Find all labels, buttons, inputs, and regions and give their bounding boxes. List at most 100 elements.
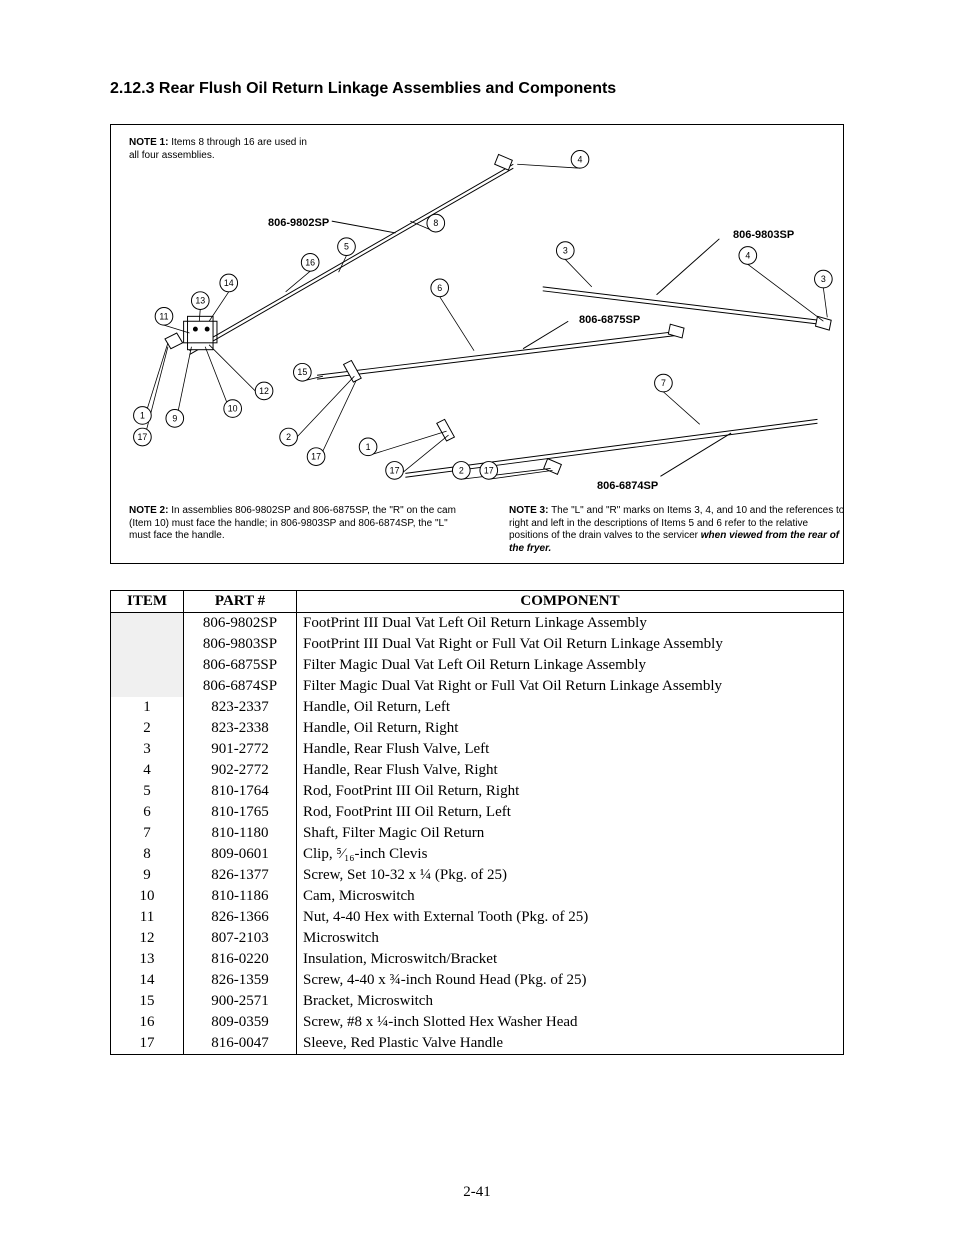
callout-number: 2: [459, 465, 464, 475]
table-row: 17816-0047Sleeve, Red Plastic Valve Hand…: [111, 1033, 844, 1055]
cell-item: 12: [111, 928, 184, 949]
cell-item: 11: [111, 907, 184, 928]
cell-item: 4: [111, 760, 184, 781]
cell-part: 807-2103: [184, 928, 297, 949]
callout-number: 17: [390, 465, 400, 475]
table-row: 11826-1366Nut, 4-40 Hex with External To…: [111, 907, 844, 928]
page: 2.12.3 Rear Flush Oil Return Linkage Ass…: [0, 0, 954, 1235]
table-row: 806-9802SPFootPrint III Dual Vat Left Oi…: [111, 613, 844, 635]
diagram-svg: 48516141311364315121091177217117217: [111, 125, 843, 557]
th-item: ITEM: [111, 591, 184, 613]
callout-number: 16: [305, 257, 315, 267]
callout-number: 14: [224, 278, 234, 288]
cell-component: Bracket, Microswitch: [297, 991, 844, 1012]
table-header-row: ITEM PART # COMPONENT: [111, 591, 844, 613]
parts-table: ITEM PART # COMPONENT 806-9802SPFootPrin…: [110, 590, 844, 1055]
cell-part: 826-1359: [184, 970, 297, 991]
cell-item: 13: [111, 949, 184, 970]
cell-part: 901-2772: [184, 739, 297, 760]
callout-number: 17: [484, 465, 494, 475]
callout-number: 17: [311, 452, 321, 462]
cell-item: 6: [111, 802, 184, 823]
table-row: 8809-0601Clip, ⁵⁄₁₆-inch Clevis: [111, 844, 844, 865]
table-row: 5810-1764Rod, FootPrint III Oil Return, …: [111, 781, 844, 802]
cell-part: 823-2338: [184, 718, 297, 739]
cell-part: 809-0601: [184, 844, 297, 865]
cell-component: Handle, Rear Flush Valve, Right: [297, 760, 844, 781]
cell-item: 15: [111, 991, 184, 1012]
cell-part: 823-2337: [184, 697, 297, 718]
callout-number: 2: [286, 432, 291, 442]
cell-item: 5: [111, 781, 184, 802]
callout-number: 13: [195, 296, 205, 306]
callout-number: 4: [578, 154, 583, 164]
callout-number: 15: [297, 367, 307, 377]
cell-component: Screw, #8 x ¼-inch Slotted Hex Washer He…: [297, 1012, 844, 1033]
callout-number: 7: [661, 378, 666, 388]
cell-component: Handle, Oil Return, Left: [297, 697, 844, 718]
cell-component: Nut, 4-40 Hex with External Tooth (Pkg. …: [297, 907, 844, 928]
table-row: 9826-1377Screw, Set 10-32 x ¼ (Pkg. of 2…: [111, 865, 844, 886]
cell-item: 9: [111, 865, 184, 886]
cell-component: Filter Magic Dual Vat Right or Full Vat …: [297, 676, 844, 697]
cell-item: 2: [111, 718, 184, 739]
table-row: 806-6875SPFilter Magic Dual Vat Left Oil…: [111, 655, 844, 676]
cell-component: Insulation, Microswitch/Bracket: [297, 949, 844, 970]
table-row: 13816-0220Insulation, Microswitch/Bracke…: [111, 949, 844, 970]
cell-part: 810-1765: [184, 802, 297, 823]
callout-number: 4: [745, 250, 750, 260]
page-number: 2-41: [0, 1184, 954, 1201]
cell-part: 826-1377: [184, 865, 297, 886]
cell-component: FootPrint III Dual Vat Left Oil Return L…: [297, 613, 844, 635]
cell-component: Handle, Rear Flush Valve, Left: [297, 739, 844, 760]
callout-number: 5: [344, 242, 349, 252]
callout-number: 1: [366, 442, 371, 452]
cell-component: Sleeve, Red Plastic Valve Handle: [297, 1033, 844, 1055]
cell-part: 806-6875SP: [184, 655, 297, 676]
callout-number: 8: [433, 218, 438, 228]
th-part: PART #: [184, 591, 297, 613]
cell-component: Rod, FootPrint III Oil Return, Right: [297, 781, 844, 802]
cell-component: Rod, FootPrint III Oil Return, Left: [297, 802, 844, 823]
table-row: 12807-2103Microswitch: [111, 928, 844, 949]
cell-part: 900-2571: [184, 991, 297, 1012]
callout-number: 11: [159, 311, 168, 321]
cell-component: FootPrint III Dual Vat Right or Full Vat…: [297, 634, 844, 655]
cell-item: 7: [111, 823, 184, 844]
cell-part: 806-9803SP: [184, 634, 297, 655]
cell-item: 8: [111, 844, 184, 865]
cell-component: Handle, Oil Return, Right: [297, 718, 844, 739]
callout-number: 12: [259, 386, 269, 396]
cell-item: [111, 676, 184, 697]
callout-number: 17: [137, 432, 147, 442]
cell-component: Filter Magic Dual Vat Left Oil Return Li…: [297, 655, 844, 676]
cell-part: 816-0047: [184, 1033, 297, 1055]
cell-part: 810-1180: [184, 823, 297, 844]
callout-number: 9: [172, 413, 177, 423]
table-row: 806-6874SPFilter Magic Dual Vat Right or…: [111, 676, 844, 697]
cell-item: 17: [111, 1033, 184, 1055]
section-title: 2.12.3 Rear Flush Oil Return Linkage Ass…: [110, 80, 844, 98]
cell-part: 816-0220: [184, 949, 297, 970]
callout-number: 10: [228, 404, 238, 414]
cell-part: 810-1764: [184, 781, 297, 802]
cell-component: Shaft, Filter Magic Oil Return: [297, 823, 844, 844]
cell-item: 16: [111, 1012, 184, 1033]
table-row: 2823-2338Handle, Oil Return, Right: [111, 718, 844, 739]
callout-number: 3: [563, 246, 568, 256]
cell-item: 3: [111, 739, 184, 760]
table-row: 14826-1359Screw, 4-40 x ¾-inch Round Hea…: [111, 970, 844, 991]
cell-part: 809-0359: [184, 1012, 297, 1033]
table-row: 16809-0359Screw, #8 x ¼-inch Slotted Hex…: [111, 1012, 844, 1033]
table-row: 7810-1180Shaft, Filter Magic Oil Return: [111, 823, 844, 844]
cell-part: 806-6874SP: [184, 676, 297, 697]
table-row: 10810-1186Cam, Microswitch: [111, 886, 844, 907]
table-row: 806-9803SPFootPrint III Dual Vat Right o…: [111, 634, 844, 655]
cell-component: Cam, Microswitch: [297, 886, 844, 907]
cell-part: 810-1186: [184, 886, 297, 907]
table-row: 6810-1765Rod, FootPrint III Oil Return, …: [111, 802, 844, 823]
exploded-diagram-box: NOTE 1: Items 8 through 16 are used in a…: [110, 124, 844, 564]
cell-item: [111, 613, 184, 635]
callout-number: 6: [437, 283, 442, 293]
cell-component: Screw, Set 10-32 x ¼ (Pkg. of 25): [297, 865, 844, 886]
